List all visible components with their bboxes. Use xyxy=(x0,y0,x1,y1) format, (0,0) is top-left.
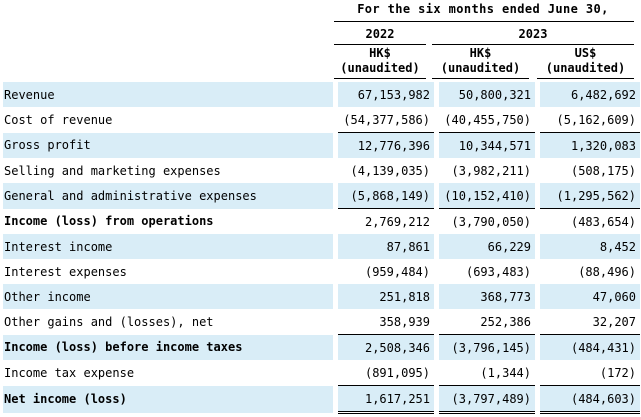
value-2022-hkd: 67,153,982 xyxy=(338,82,434,107)
financial-table: Revenue 67,153,982 50,800,321 6,482,692 … xyxy=(3,82,640,414)
value-2023-usd: (508,175) xyxy=(570,163,636,178)
value-2022-hkd: 358,939 xyxy=(338,309,434,335)
row-label: Interest expenses xyxy=(4,264,127,279)
value-2023-hkd: 66,229 xyxy=(439,234,535,259)
column-header-1: HK$ (unaudited) xyxy=(334,46,426,76)
value-2022-hkd: 12,776,396 xyxy=(338,132,434,158)
value-2022-hkd: 251,818 xyxy=(338,284,434,309)
value-2022-hkd: (5,868,149) xyxy=(338,183,434,209)
year-2022-underline xyxy=(334,44,426,45)
row-label: General and administrative expenses xyxy=(3,183,333,209)
row-income-from-operations: Income (loss) from operations 2,769,212 … xyxy=(3,209,640,235)
column-currency: HK$ xyxy=(369,46,391,60)
value-2022-hkd: 2,769,212 xyxy=(364,214,430,229)
value-2023-usd: (483,654) xyxy=(570,214,636,229)
value-2023-hkd: (10,152,410) xyxy=(439,183,535,209)
row-interest-expenses: Interest expenses (959,484) (693,483) (8… xyxy=(3,259,640,284)
row-selling-marketing: Selling and marketing expenses (4,139,03… xyxy=(3,158,640,183)
column-2-underline xyxy=(432,78,529,79)
value-2023-usd: (1,295,562) xyxy=(540,183,640,209)
row-revenue: Revenue 67,153,982 50,800,321 6,482,692 xyxy=(3,82,640,107)
row-net-income: Net income (loss) 1,617,251 (3,797,489) … xyxy=(3,385,640,414)
column-currency: US$ xyxy=(574,46,597,60)
value-2023-hkd: (3,796,145) xyxy=(439,334,535,360)
value-2023-usd: 8,452 xyxy=(540,234,640,259)
value-2023-hkd: 252,386 xyxy=(439,309,535,335)
row-label: Other gains and (losses), net xyxy=(4,314,214,329)
value-2023-usd: (484,603) xyxy=(540,385,640,414)
row-label: Cost of revenue xyxy=(4,112,113,127)
row-label: Income (loss) from operations xyxy=(4,214,214,229)
column-1-underline xyxy=(334,78,426,79)
value-2022-hkd: (4,139,035) xyxy=(350,163,430,178)
value-2023-usd: 47,060 xyxy=(540,284,640,309)
row-other-income: Other income 251,818 368,773 47,060 xyxy=(3,284,640,309)
row-label: Income tax expense xyxy=(4,365,135,380)
year-2022-heading: 2022 xyxy=(365,27,395,41)
value-2023-usd: (172) xyxy=(540,360,640,386)
row-label: Selling and marketing expenses xyxy=(4,163,221,178)
row-label: Other income xyxy=(3,284,333,309)
value-2023-hkd: (3,790,050) xyxy=(451,214,531,229)
value-2022-hkd: 1,617,251 xyxy=(338,385,434,414)
value-2022-hkd: (959,484) xyxy=(364,264,430,279)
value-2023-usd: 1,320,083 xyxy=(540,132,640,158)
column-status: (unaudited) xyxy=(440,61,521,75)
value-2022-hkd: 2,508,346 xyxy=(338,334,434,360)
value-2023-hkd: (3,797,489) xyxy=(439,385,535,414)
row-label: Interest income xyxy=(3,234,333,259)
value-2023-hkd: (1,344) xyxy=(439,360,535,386)
row-label: Gross profit xyxy=(3,132,333,158)
column-currency: HK$ xyxy=(469,46,492,60)
value-2023-usd: (5,162,609) xyxy=(540,107,640,133)
value-2023-hkd: (3,982,211) xyxy=(451,163,531,178)
row-income-before-taxes: Income (loss) before income taxes 2,508,… xyxy=(3,334,640,360)
column-status: (unaudited) xyxy=(340,61,420,75)
period-underline xyxy=(334,21,634,22)
value-2022-hkd: (891,095) xyxy=(338,360,434,386)
column-header-2: HK$ (unaudited) xyxy=(432,46,529,76)
row-label: Revenue xyxy=(3,82,333,107)
value-2023-hkd: (40,455,750) xyxy=(439,107,535,133)
value-2023-usd: 32,207 xyxy=(540,309,640,335)
row-income-tax: Income tax expense (891,095) (1,344) (17… xyxy=(3,360,640,386)
value-2023-hkd: 50,800,321 xyxy=(439,82,535,107)
value-2023-hkd: (693,483) xyxy=(465,264,531,279)
period-heading: For the six months ended June 30, xyxy=(357,2,609,16)
row-other-gains: Other gains and (losses), net 358,939 25… xyxy=(3,309,640,335)
row-gross-profit: Gross profit 12,776,396 10,344,571 1,320… xyxy=(3,132,640,158)
value-2022-hkd: 87,861 xyxy=(338,234,434,259)
year-2023-heading: 2023 xyxy=(518,27,548,41)
value-2022-hkd: (54,377,586) xyxy=(338,107,434,133)
value-2023-usd: (88,496) xyxy=(578,264,636,279)
column-header-3: US$ (unaudited) xyxy=(537,46,634,76)
row-cost-of-revenue: Cost of revenue (54,377,586) (40,455,750… xyxy=(3,107,640,133)
value-2023-hkd: 368,773 xyxy=(439,284,535,309)
value-2023-hkd: 10,344,571 xyxy=(439,132,535,158)
row-label: Net income (loss) xyxy=(3,385,333,413)
row-label: Income (loss) before income taxes xyxy=(3,334,333,360)
value-2023-usd: 6,482,692 xyxy=(540,82,640,107)
row-general-admin: General and administrative expenses (5,8… xyxy=(3,183,640,209)
column-status: (unaudited) xyxy=(545,61,626,75)
value-2023-usd: (484,431) xyxy=(540,334,640,360)
row-interest-income: Interest income 87,861 66,229 8,452 xyxy=(3,234,640,259)
column-3-underline xyxy=(537,78,634,79)
year-2023-underline xyxy=(432,44,634,45)
